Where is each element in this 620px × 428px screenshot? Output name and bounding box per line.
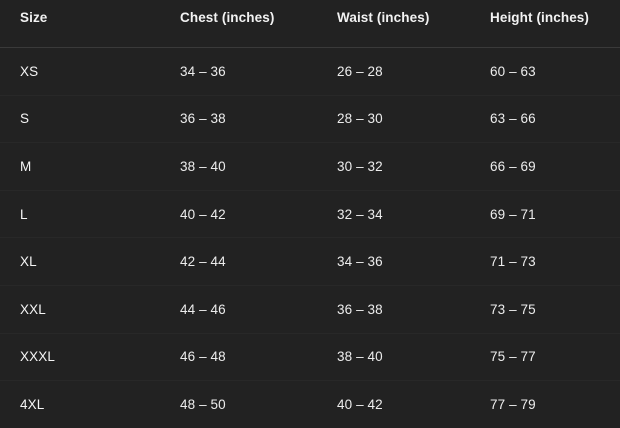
table-row: XS 34 – 36 26 – 28 60 – 63 [0, 48, 620, 96]
table-header-row: Size Chest (inches) Waist (inches) Heigh… [0, 0, 620, 48]
cell-waist: 40 – 42 [337, 396, 383, 412]
table-row: XXXL 46 – 48 38 – 40 75 – 77 [0, 333, 620, 381]
cell-waist: 28 – 30 [337, 111, 383, 127]
cell-height: 75 – 77 [490, 349, 536, 365]
cell-size: XL [20, 254, 37, 270]
column-header-height: Height (inches) [490, 9, 590, 25]
size-chart-panel: Size Chest (inches) Waist (inches) Heigh… [0, 9, 620, 412]
table-row: M 38 – 40 30 – 32 66 – 69 [0, 143, 620, 191]
cell-height: 63 – 66 [490, 111, 536, 127]
cell-height: 66 – 69 [490, 158, 536, 174]
cell-waist: 36 – 38 [337, 301, 383, 317]
cell-size: 4XL [20, 396, 45, 412]
table-row: XXL 44 – 46 36 – 38 73 – 75 [0, 285, 620, 334]
cell-size: XXL [20, 301, 46, 317]
cell-height: 60 – 63 [490, 63, 536, 79]
cell-chest: 46 – 48 [180, 349, 226, 365]
cell-waist: 34 – 36 [337, 254, 383, 270]
cell-chest: 34 – 36 [180, 63, 226, 79]
cell-size: XXXL [20, 349, 55, 365]
cell-chest: 38 – 40 [180, 158, 226, 174]
cell-size: S [20, 111, 30, 127]
table-row: S 36 – 38 28 – 30 63 – 66 [0, 95, 620, 143]
cell-chest: 44 – 46 [180, 301, 226, 317]
cell-chest: 42 – 44 [180, 254, 226, 270]
table-row: L 40 – 42 32 – 34 69 – 71 [0, 190, 620, 238]
cell-chest: 36 – 38 [180, 111, 226, 127]
cell-waist: 30 – 32 [337, 158, 383, 174]
cell-height: 77 – 79 [490, 396, 536, 412]
table-row: 4XL 48 – 50 40 – 42 77 – 79 [0, 381, 620, 428]
cell-height: 73 – 75 [490, 301, 536, 317]
cell-waist: 32 – 34 [337, 206, 383, 222]
column-header-chest: Chest (inches) [180, 9, 275, 25]
table-header: Size Chest (inches) Waist (inches) Heigh… [0, 0, 620, 48]
cell-chest: 48 – 50 [180, 396, 226, 412]
cell-height: 69 – 71 [490, 206, 536, 222]
cell-chest: 40 – 42 [180, 206, 226, 222]
cell-size: L [20, 206, 28, 222]
column-header-waist: Waist (inches) [337, 9, 430, 25]
table-body: XS 34 – 36 26 – 28 60 – 63 S 36 – 38 28 … [0, 48, 620, 428]
cell-size: XS [20, 63, 39, 79]
cell-height: 71 – 73 [490, 254, 536, 270]
cell-waist: 38 – 40 [337, 349, 383, 365]
table-row: XL 42 – 44 34 – 36 71 – 73 [0, 238, 620, 286]
column-header-size: Size [20, 9, 48, 25]
cell-waist: 26 – 28 [337, 63, 383, 79]
cell-size: M [20, 158, 32, 174]
